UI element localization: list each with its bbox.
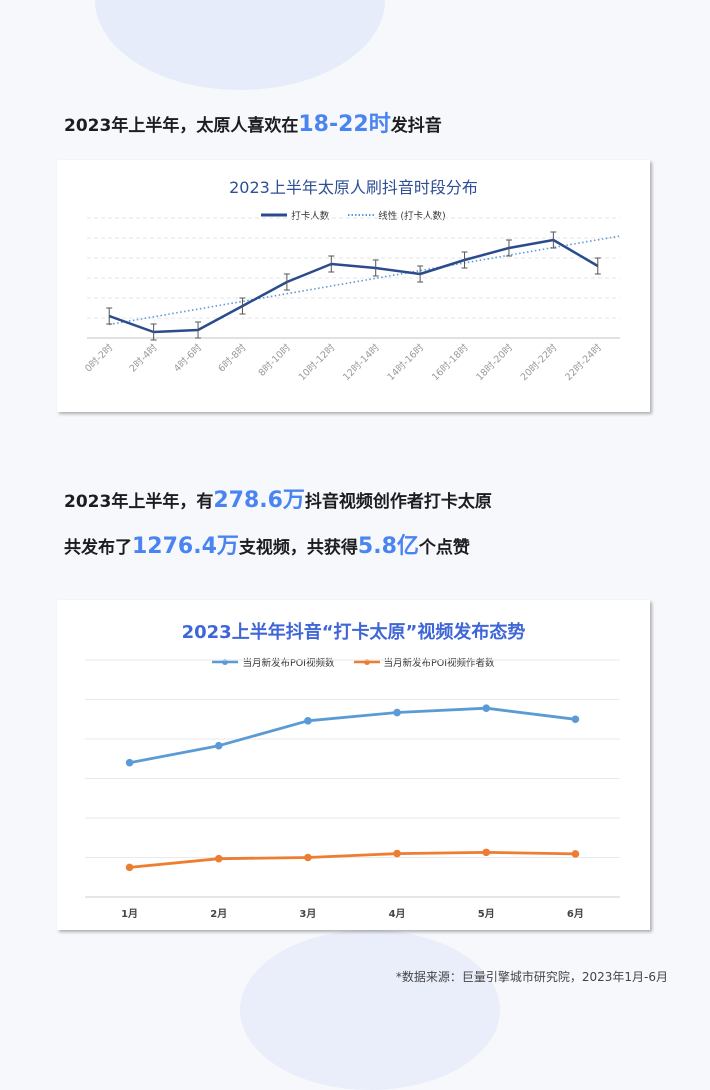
data-point (125, 758, 134, 767)
x-tick-label: 0时-2时 (82, 341, 115, 374)
legend-label: 打卡人数 (291, 211, 330, 222)
legend-label: 当月新发布POI视频数 (242, 658, 335, 669)
data-point (571, 850, 580, 858)
legend-swatch-solid (261, 213, 288, 217)
heading-text: 2023年上半年，太原人喜欢在 (64, 116, 299, 136)
legend-item: 线性 (打卡人数) (348, 208, 446, 222)
trendline (109, 235, 621, 326)
heading-highlight: 1276.4万 (132, 534, 239, 559)
heading-text: 抖音视频创作者打卡太原 (304, 492, 492, 512)
heading-highlight: 18-22时 (298, 112, 391, 137)
data-point (214, 854, 223, 863)
series-line (129, 850, 576, 869)
x-tick-label: 6月 (567, 908, 584, 920)
heading-creators: 2023年上半年，有278.6万抖音视频创作者打卡太原 (64, 482, 492, 514)
background-decoration (95, 0, 385, 90)
data-point (482, 704, 491, 712)
legend-label: 线性 (打卡人数) (378, 211, 446, 222)
chart-title: 2023上半年太原人刷抖音时段分布 (229, 178, 478, 197)
x-tick-label: 6时-8时 (216, 341, 249, 374)
chart-legend: 打卡人数 线性 (打卡人数) (57, 208, 650, 222)
heading-text: 共发布了 (64, 538, 132, 558)
x-tick-label: 2月 (210, 908, 227, 920)
chart-card-video-trend: 2023上半年抖音“打卡太原”视频发布态势 当月新发布POI视频数 当月新发布P… (57, 600, 650, 930)
x-tick-label: 12时-14时 (340, 341, 382, 383)
data-source-note: *数据来源：巨量引擎城市研究院，2023年1月-6月 (395, 970, 668, 984)
video-trend-chart: 1月 2月 3月 4月 5月 6月 (85, 659, 620, 920)
data-point (393, 708, 401, 717)
background-decoration (240, 930, 500, 1090)
data-point (571, 715, 580, 724)
heading-text: 支视频，共获得 (238, 538, 358, 558)
x-tick-label: 5月 (478, 908, 495, 920)
data-point (304, 853, 312, 862)
chart-card-time-distribution: 2023上半年太原人刷抖音时段分布 打卡人数 线性 (打卡人数) 0时-2时 2时… (57, 160, 650, 412)
data-point (214, 741, 223, 750)
x-tick-label: 16时-18时 (429, 341, 471, 383)
x-tick-label: 1月 (121, 908, 138, 920)
heading-text: 个点赞 (418, 538, 470, 558)
chart-title: 2023上半年抖音“打卡太原”视频发布态势 (181, 622, 526, 643)
legend-swatch-dotted (348, 214, 375, 216)
x-tick-label: 10时-12时 (296, 341, 338, 383)
x-tick-label: 22时-24时 (562, 341, 604, 383)
data-point (393, 849, 401, 858)
data-point (482, 848, 491, 857)
heading-highlight: 5.8亿 (357, 534, 419, 559)
data-point (304, 717, 312, 725)
x-tick-label: 4时-6时 (171, 341, 204, 374)
x-tick-label: 20时-22时 (518, 341, 560, 383)
series-line (129, 706, 576, 765)
x-tick-label: 3月 (299, 908, 316, 920)
time-distribution-chart: 0时-2时 2时-4时 4时-6时 6时-8时 8时-10时 10时-12时 12时-14时… (82, 217, 621, 383)
x-tick-label: 14时-16时 (385, 341, 427, 383)
data-point (125, 863, 134, 872)
legend-label: 当月新发布POI视频作者数 (383, 658, 495, 669)
x-tick-label: 2时-4时 (127, 341, 160, 374)
x-tick-label: 8时-10时 (256, 341, 294, 379)
heading-highlight: 278.6万 (213, 488, 305, 513)
heading-videos: 共发布了1276.4万支视频，共获得5.8亿个点赞 (64, 528, 470, 560)
series-line (108, 238, 599, 334)
heading-text: 发抖音 (390, 116, 442, 136)
legend-item: 打卡人数 (261, 208, 329, 222)
x-tick-label: 4月 (389, 908, 406, 920)
heading-peak-hours: 2023年上半年，太原人喜欢在18-22时发抖音 (64, 106, 442, 138)
x-tick-label: 18时-20时 (474, 341, 516, 383)
heading-text: 2023年上半年，有 (64, 492, 214, 512)
